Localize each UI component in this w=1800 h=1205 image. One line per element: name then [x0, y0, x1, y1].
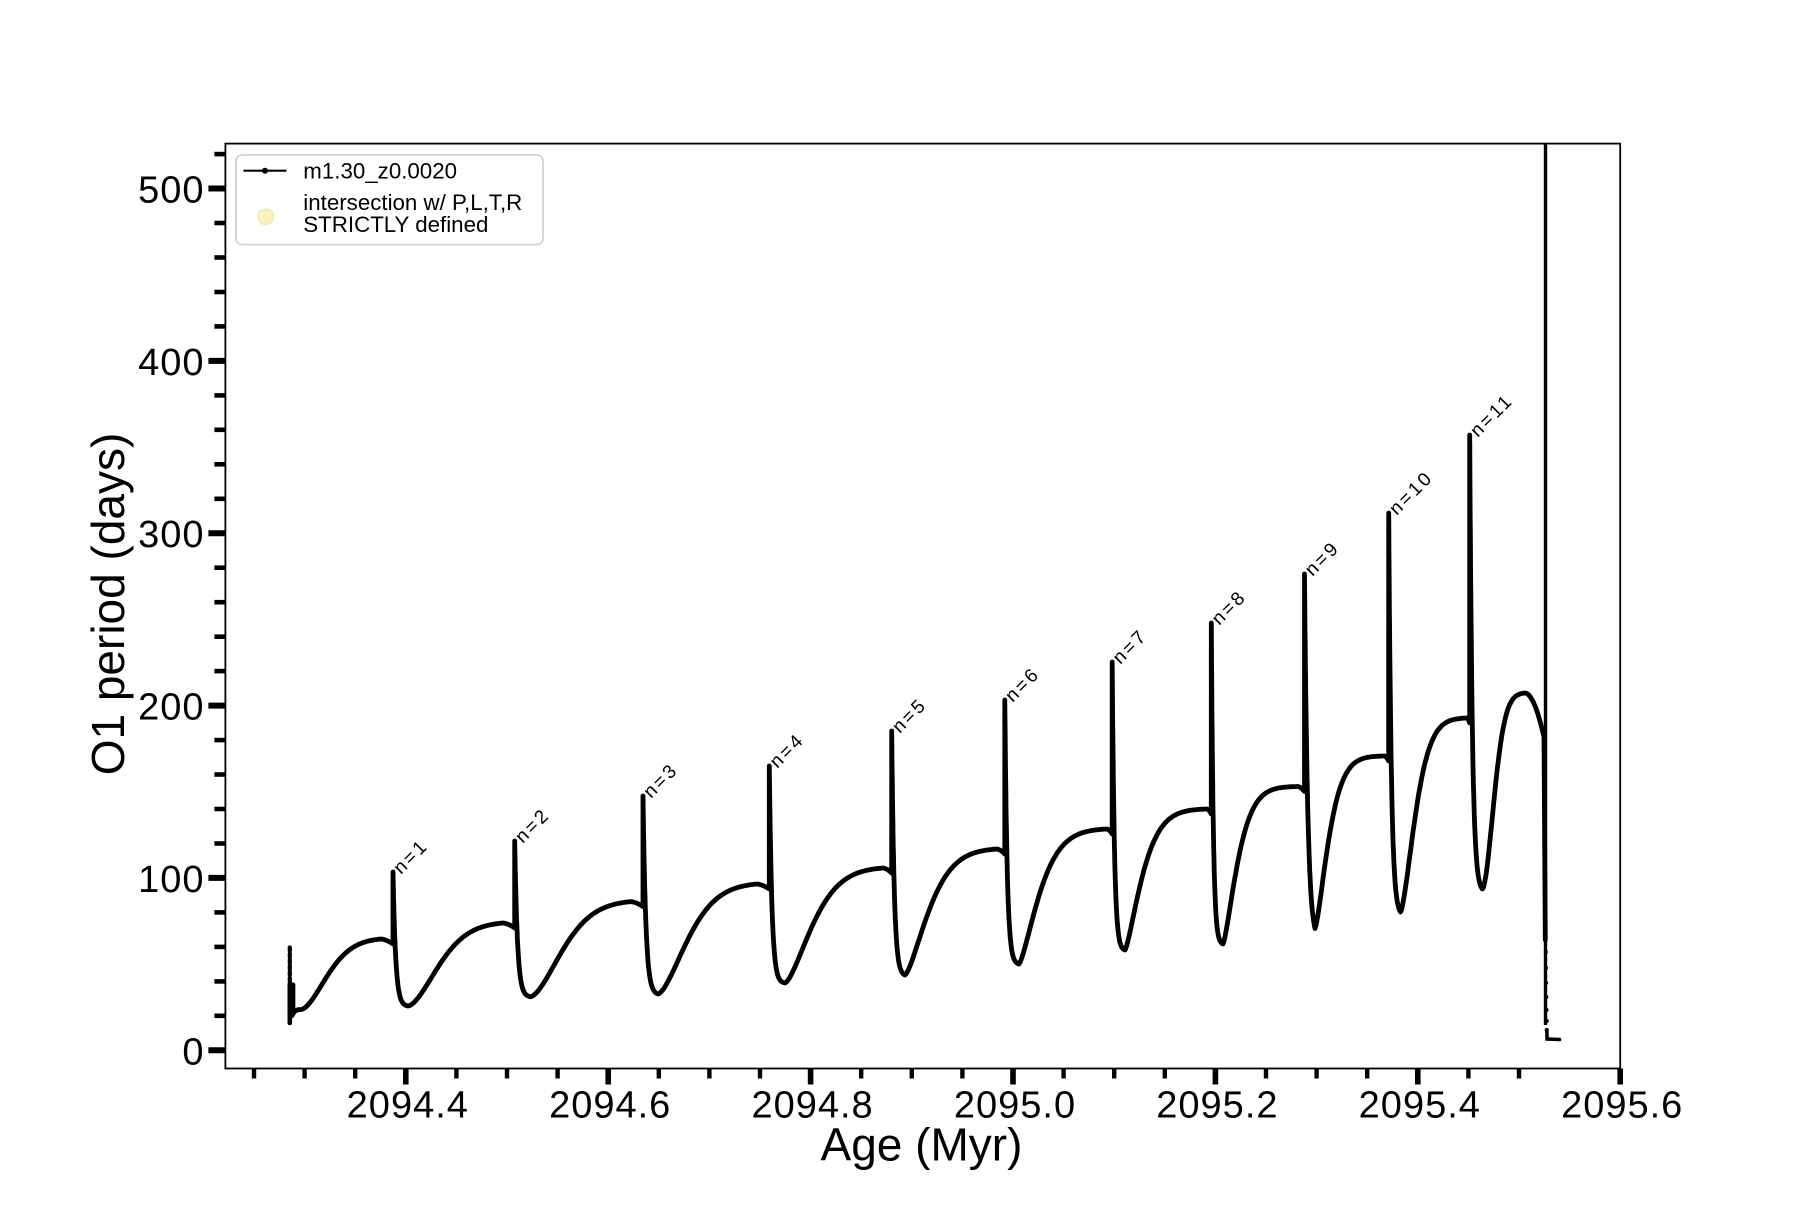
svg-text:2094.8: 2094.8: [751, 1085, 873, 1127]
svg-text:intersection w/ P,L,T,R: intersection w/ P,L,T,R: [303, 190, 522, 215]
svg-text:O1 period (days): O1 period (days): [82, 433, 134, 776]
svg-text:STRICTLY defined: STRICTLY defined: [303, 212, 488, 237]
svg-text:2095.0: 2095.0: [954, 1085, 1076, 1127]
svg-text:Age (Myr): Age (Myr): [821, 1119, 1023, 1171]
svg-text:100: 100: [138, 859, 204, 901]
svg-text:2095.6: 2095.6: [1561, 1085, 1683, 1127]
svg-text:200: 200: [138, 687, 204, 729]
svg-text:0: 0: [182, 1031, 204, 1073]
svg-text:300: 300: [138, 514, 204, 556]
svg-text:2094.6: 2094.6: [549, 1085, 671, 1127]
svg-text:2094.4: 2094.4: [347, 1085, 469, 1127]
svg-text:2095.2: 2095.2: [1156, 1085, 1278, 1127]
svg-text:400: 400: [138, 342, 204, 384]
svg-text:500: 500: [138, 170, 204, 212]
svg-text:2095.4: 2095.4: [1359, 1085, 1481, 1127]
svg-text:m1.30_z0.0020: m1.30_z0.0020: [303, 159, 457, 184]
